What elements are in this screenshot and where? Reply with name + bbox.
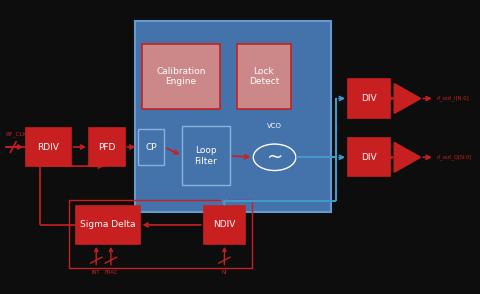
Text: Loop
Filter: Loop Filter bbox=[194, 146, 217, 166]
Polygon shape bbox=[395, 143, 420, 172]
Text: FRAC: FRAC bbox=[104, 270, 118, 275]
FancyBboxPatch shape bbox=[142, 44, 220, 109]
Polygon shape bbox=[395, 84, 420, 113]
Text: DIV: DIV bbox=[361, 153, 377, 162]
Text: rf_out_I[N:0]: rf_out_I[N:0] bbox=[437, 96, 470, 101]
Text: VCO: VCO bbox=[267, 123, 282, 128]
FancyBboxPatch shape bbox=[348, 79, 390, 118]
Text: CP: CP bbox=[145, 143, 157, 151]
Text: ~: ~ bbox=[266, 148, 283, 167]
FancyBboxPatch shape bbox=[135, 21, 331, 212]
FancyBboxPatch shape bbox=[26, 128, 71, 166]
Text: NI: NI bbox=[222, 270, 227, 275]
FancyBboxPatch shape bbox=[138, 129, 164, 165]
Text: PFD: PFD bbox=[98, 143, 115, 151]
FancyBboxPatch shape bbox=[182, 126, 229, 185]
Text: NDIV: NDIV bbox=[213, 220, 236, 229]
Text: rf_out_Q[N:0]: rf_out_Q[N:0] bbox=[437, 154, 472, 160]
Text: RF_CLK: RF_CLK bbox=[6, 131, 27, 137]
Text: Lock
Detect: Lock Detect bbox=[249, 67, 279, 86]
Text: Calibration
Engine: Calibration Engine bbox=[156, 67, 206, 86]
Circle shape bbox=[253, 144, 296, 171]
Text: RDIV: RDIV bbox=[37, 143, 60, 151]
Text: DIV: DIV bbox=[361, 94, 377, 103]
Text: Sigma Delta: Sigma Delta bbox=[80, 220, 135, 229]
FancyBboxPatch shape bbox=[76, 206, 140, 244]
FancyBboxPatch shape bbox=[237, 44, 291, 109]
FancyBboxPatch shape bbox=[348, 138, 390, 176]
Text: INT: INT bbox=[92, 270, 100, 275]
FancyBboxPatch shape bbox=[204, 206, 245, 244]
FancyBboxPatch shape bbox=[89, 128, 124, 166]
